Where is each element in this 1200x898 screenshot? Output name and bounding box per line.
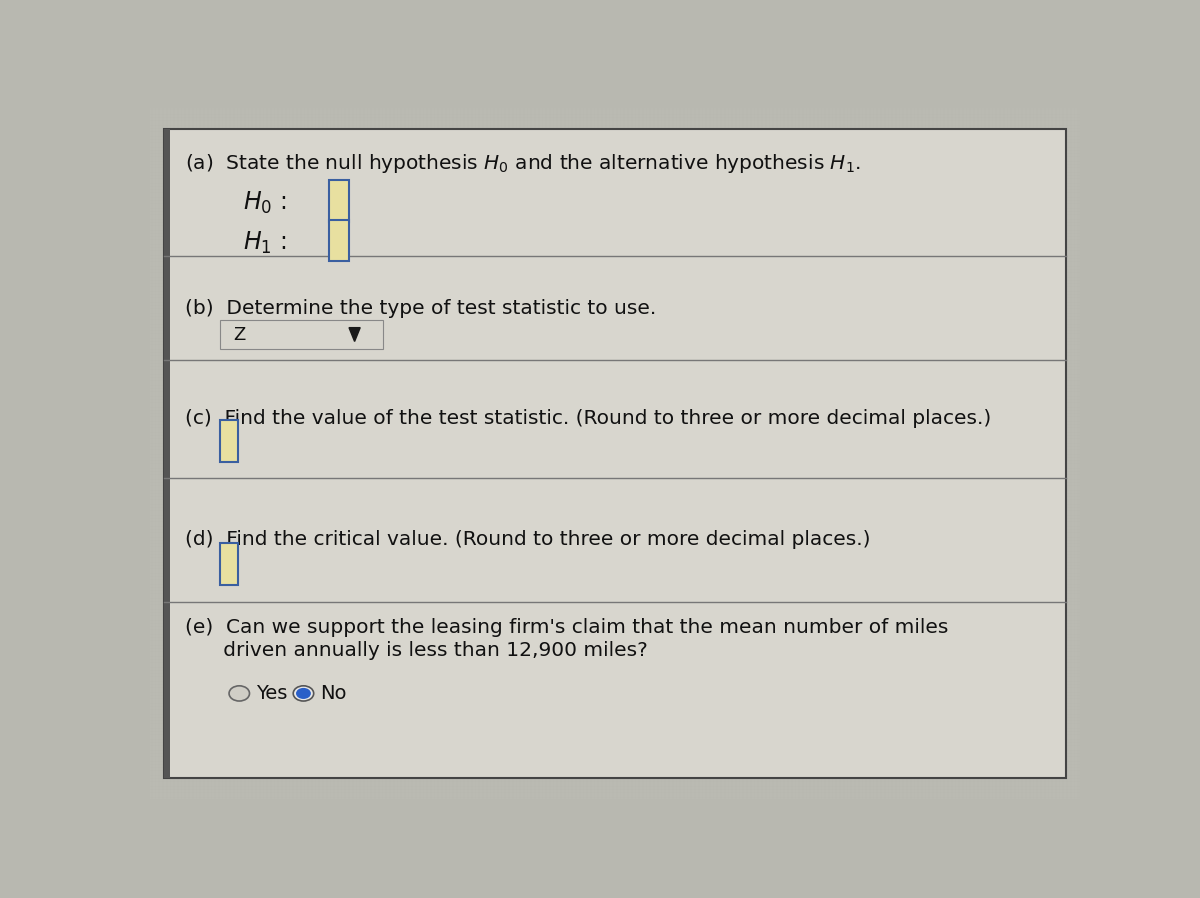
Text: (a)  State the null hypothesis $H_0$ and the alternative hypothesis $H_1$.: (a) State the null hypothesis $H_0$ and … <box>185 152 862 174</box>
Bar <box>220 420 239 462</box>
Text: (c)  Find the value of the test statistic. (Round to three or more decimal place: (c) Find the value of the test statistic… <box>185 409 991 428</box>
Text: No: No <box>320 684 347 703</box>
Text: (d)  Find the critical value. (Round to three or more decimal places.): (d) Find the critical value. (Round to t… <box>185 531 871 550</box>
Text: Yes: Yes <box>256 684 287 703</box>
Polygon shape <box>349 328 360 341</box>
Circle shape <box>229 686 250 701</box>
Text: Z: Z <box>234 326 246 344</box>
Bar <box>220 320 383 349</box>
Text: driven annually is less than 12,900 miles?: driven annually is less than 12,900 mile… <box>185 641 648 660</box>
Bar <box>164 128 169 779</box>
Text: $H_1$ :: $H_1$ : <box>242 230 287 256</box>
Bar <box>220 543 239 585</box>
Text: (e)  Can we support the leasing firm's claim that the mean number of miles: (e) Can we support the leasing firm's cl… <box>185 618 949 638</box>
Circle shape <box>296 688 311 699</box>
Text: $H_0$ :: $H_0$ : <box>242 190 287 216</box>
Bar <box>329 220 349 261</box>
Text: (b)  Determine the type of test statistic to use.: (b) Determine the type of test statistic… <box>185 299 656 318</box>
Circle shape <box>293 686 313 701</box>
Bar <box>329 180 349 222</box>
